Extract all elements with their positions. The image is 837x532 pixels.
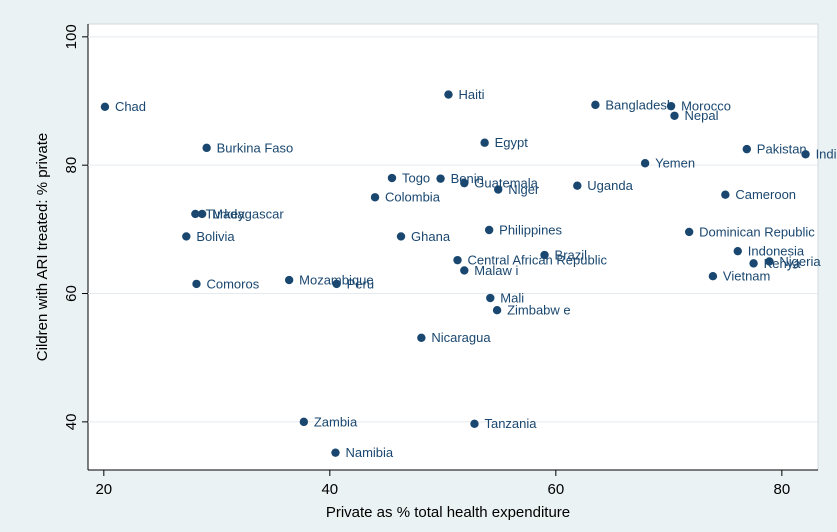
point bbox=[721, 190, 730, 199]
point bbox=[640, 159, 650, 168]
point bbox=[332, 279, 341, 289]
point bbox=[749, 259, 758, 268]
point bbox=[484, 225, 494, 235]
point-label: Morocco bbox=[681, 99, 731, 114]
point bbox=[202, 143, 211, 153]
point bbox=[396, 232, 406, 241]
x-tick-label: 20 bbox=[95, 481, 112, 498]
point-label: Tanzania bbox=[484, 416, 537, 431]
point bbox=[708, 271, 718, 281]
y-tick-label: 60 bbox=[63, 285, 80, 302]
y-tick-label: 40 bbox=[63, 414, 80, 431]
point bbox=[765, 257, 774, 266]
point-label: India bbox=[816, 147, 837, 162]
point bbox=[492, 306, 502, 315]
x-tick-label: 60 bbox=[547, 481, 564, 498]
point-label: Nicaragua bbox=[431, 330, 491, 345]
point-label: Nigeria bbox=[779, 254, 821, 269]
point bbox=[801, 150, 810, 159]
point-label: Pakistan bbox=[757, 142, 807, 157]
point-label: Bolivia bbox=[196, 229, 235, 244]
point bbox=[666, 101, 676, 111]
point-label: Philippines bbox=[499, 222, 562, 237]
plot-area bbox=[87, 23, 819, 471]
point bbox=[470, 419, 479, 428]
point bbox=[733, 246, 742, 256]
point-label: Namibia bbox=[345, 445, 393, 460]
point-label: Togo bbox=[402, 170, 430, 185]
point-label: Burkina Faso bbox=[217, 140, 294, 155]
point bbox=[540, 250, 549, 260]
point-label: Malaw i bbox=[474, 263, 518, 278]
point-label: Colombia bbox=[385, 190, 441, 205]
point bbox=[182, 232, 191, 241]
point-label: Turkey bbox=[205, 206, 245, 221]
point bbox=[486, 293, 495, 303]
point-label: Central African Republic bbox=[468, 253, 608, 268]
point-label: Uganda bbox=[587, 178, 633, 193]
point bbox=[417, 333, 426, 343]
point bbox=[331, 448, 340, 457]
point bbox=[284, 275, 294, 285]
point-label: Ghana bbox=[411, 229, 451, 244]
point-label: Comoros bbox=[206, 276, 259, 291]
point-label: Cameroon bbox=[735, 187, 796, 202]
point bbox=[299, 417, 309, 427]
point-label: Madagascar bbox=[212, 206, 284, 221]
point-label: Indonesia bbox=[748, 244, 805, 259]
point-label: Haiti bbox=[458, 87, 484, 102]
point-label: Guatemala bbox=[474, 176, 538, 191]
point bbox=[480, 138, 489, 147]
point-label: Benin bbox=[451, 171, 484, 186]
y-axis-title: Cildren with ARI treated: % private bbox=[34, 133, 51, 361]
point bbox=[197, 209, 207, 219]
point bbox=[494, 185, 503, 194]
point bbox=[444, 90, 453, 99]
point-label: Yemen bbox=[655, 156, 695, 171]
point bbox=[453, 255, 462, 265]
x-tick-label: 80 bbox=[773, 481, 790, 498]
x-tick-label: 40 bbox=[321, 481, 338, 498]
point-label: Mali bbox=[500, 290, 524, 305]
point bbox=[591, 100, 600, 110]
point bbox=[436, 174, 445, 183]
point-label: Vietnam bbox=[723, 269, 770, 284]
point bbox=[100, 102, 110, 111]
point-label: Dominican Republic bbox=[699, 224, 815, 239]
point bbox=[684, 227, 694, 237]
point bbox=[370, 193, 380, 202]
y-tick-label: 80 bbox=[63, 157, 80, 174]
point bbox=[670, 111, 679, 120]
y-tick-label: 100 bbox=[63, 24, 80, 49]
point-label: Zambia bbox=[314, 414, 358, 429]
point-label: Bangladesh bbox=[605, 97, 674, 112]
point bbox=[573, 181, 582, 190]
point-label: Peru bbox=[347, 276, 374, 291]
point-label: Nepal bbox=[684, 108, 718, 123]
point bbox=[460, 266, 469, 275]
point bbox=[460, 178, 469, 188]
point bbox=[387, 173, 397, 183]
point-label: Egypt bbox=[495, 135, 529, 150]
point bbox=[192, 279, 201, 289]
point-label: Zimbabw e bbox=[507, 303, 571, 318]
point bbox=[742, 144, 752, 154]
point bbox=[191, 209, 200, 219]
point-label: Chad bbox=[115, 99, 146, 114]
x-axis-title: Private as % total health expenditure bbox=[326, 504, 570, 521]
point-label: Niger bbox=[508, 182, 540, 197]
point-label: Brazil bbox=[555, 247, 588, 262]
